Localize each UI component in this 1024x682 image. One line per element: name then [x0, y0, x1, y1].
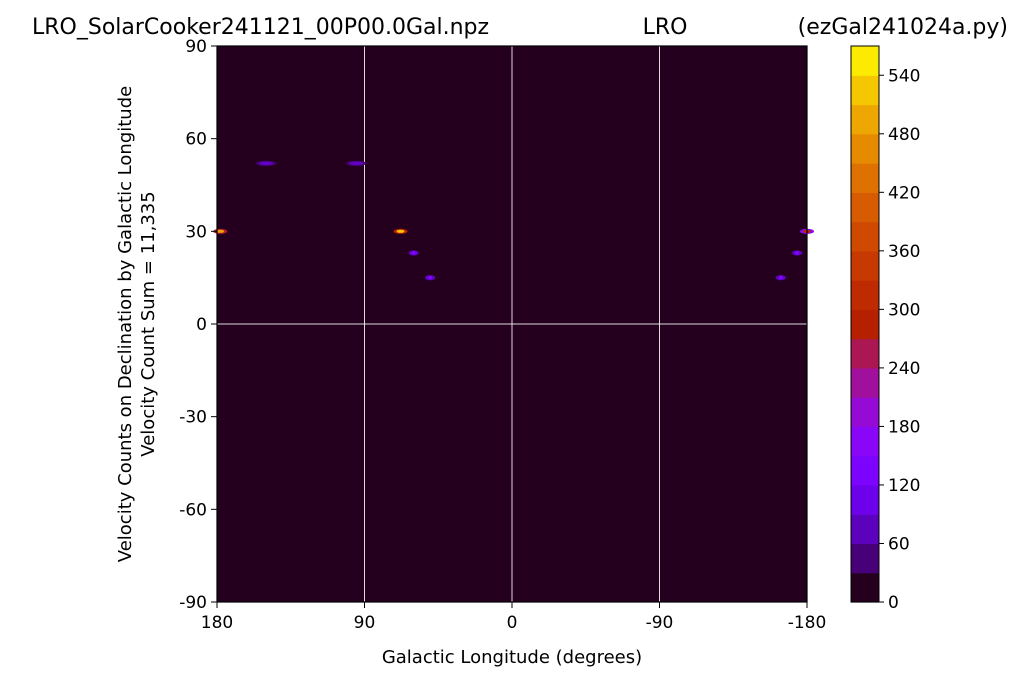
colorbar-tick-label: 60 — [888, 534, 910, 554]
x-tick-label: 0 — [507, 613, 518, 633]
title-left: LRO_SolarCooker241121_00P00.0Gal.npz — [32, 15, 489, 40]
colorbar-tick-label: 240 — [888, 359, 920, 379]
colorbar-tick-label: 180 — [888, 417, 920, 437]
colorbar-tick-label: 120 — [888, 476, 920, 496]
y-tick-label: 0 — [196, 315, 207, 335]
y-axis: 90 60 30 0 -30 -60 -90 — [179, 37, 217, 613]
colorbar-tick-label: 300 — [888, 300, 920, 320]
title-right: (ezGal241024a.py) — [798, 15, 1008, 40]
colorbar-band — [851, 280, 879, 310]
x-tick-label: 180 — [201, 613, 233, 633]
y-tick-label: -30 — [179, 408, 207, 428]
colorbar-band — [851, 397, 879, 428]
colorbar-band — [851, 484, 879, 515]
data-blob — [259, 161, 274, 165]
y-tick-label: 60 — [185, 130, 207, 150]
grid-lines — [217, 46, 807, 602]
colorbar-band — [851, 133, 879, 164]
y-tick-label: -90 — [179, 593, 207, 613]
colorbar-band — [851, 367, 879, 398]
colorbar-band — [851, 455, 879, 486]
data-blob — [428, 276, 433, 280]
colorbar: 0 60 120 180 240 300 360 420 480 540 — [850, 45, 920, 613]
colorbar-band — [851, 543, 879, 574]
colorbar-band — [851, 221, 879, 252]
data-blob — [778, 276, 783, 280]
y-axis-label-line2: Velocity Count Sum = 11,335 — [138, 191, 159, 456]
colorbar-tick-label: 540 — [888, 66, 920, 86]
y-tick-label: 30 — [185, 222, 207, 242]
y-tick-label: -60 — [179, 500, 207, 520]
colorbar-band — [851, 75, 879, 106]
colorbar-band — [851, 163, 879, 193]
data-blobs — [213, 160, 814, 281]
colorbar-band — [851, 514, 879, 545]
colorbar-band — [851, 309, 879, 340]
x-tick-label: -90 — [646, 613, 674, 633]
colorbar-band — [851, 338, 879, 369]
colorbar-band — [851, 250, 879, 281]
colorbar-tick-label: 420 — [888, 183, 920, 203]
x-axis: 180 90 0 -90 -180 — [201, 602, 827, 633]
data-blob — [396, 229, 405, 233]
colorbar-band — [851, 192, 879, 223]
data-blob — [216, 229, 225, 233]
colorbar-frame — [850, 45, 880, 603]
title-center: LRO — [643, 15, 688, 40]
colorbar-band — [851, 104, 879, 135]
colorbar-tick-label: 0 — [888, 593, 899, 613]
x-tick-label: 90 — [354, 613, 376, 633]
x-tick-label: -180 — [788, 613, 827, 633]
data-blob — [795, 251, 800, 255]
colorbar-band — [851, 572, 879, 603]
y-axis-label-line1: Velocity Counts on Declination by Galact… — [115, 86, 136, 562]
data-blob — [411, 251, 416, 255]
colorbar-band — [851, 426, 879, 457]
colorbar-band — [851, 46, 879, 76]
colorbar-tick-label: 360 — [888, 242, 920, 262]
y-tick-label: 90 — [185, 37, 207, 57]
x-axis-label: Galactic Longitude (degrees) — [382, 647, 642, 668]
colorbar-tick-label: 480 — [888, 125, 920, 145]
data-blob — [349, 161, 364, 165]
